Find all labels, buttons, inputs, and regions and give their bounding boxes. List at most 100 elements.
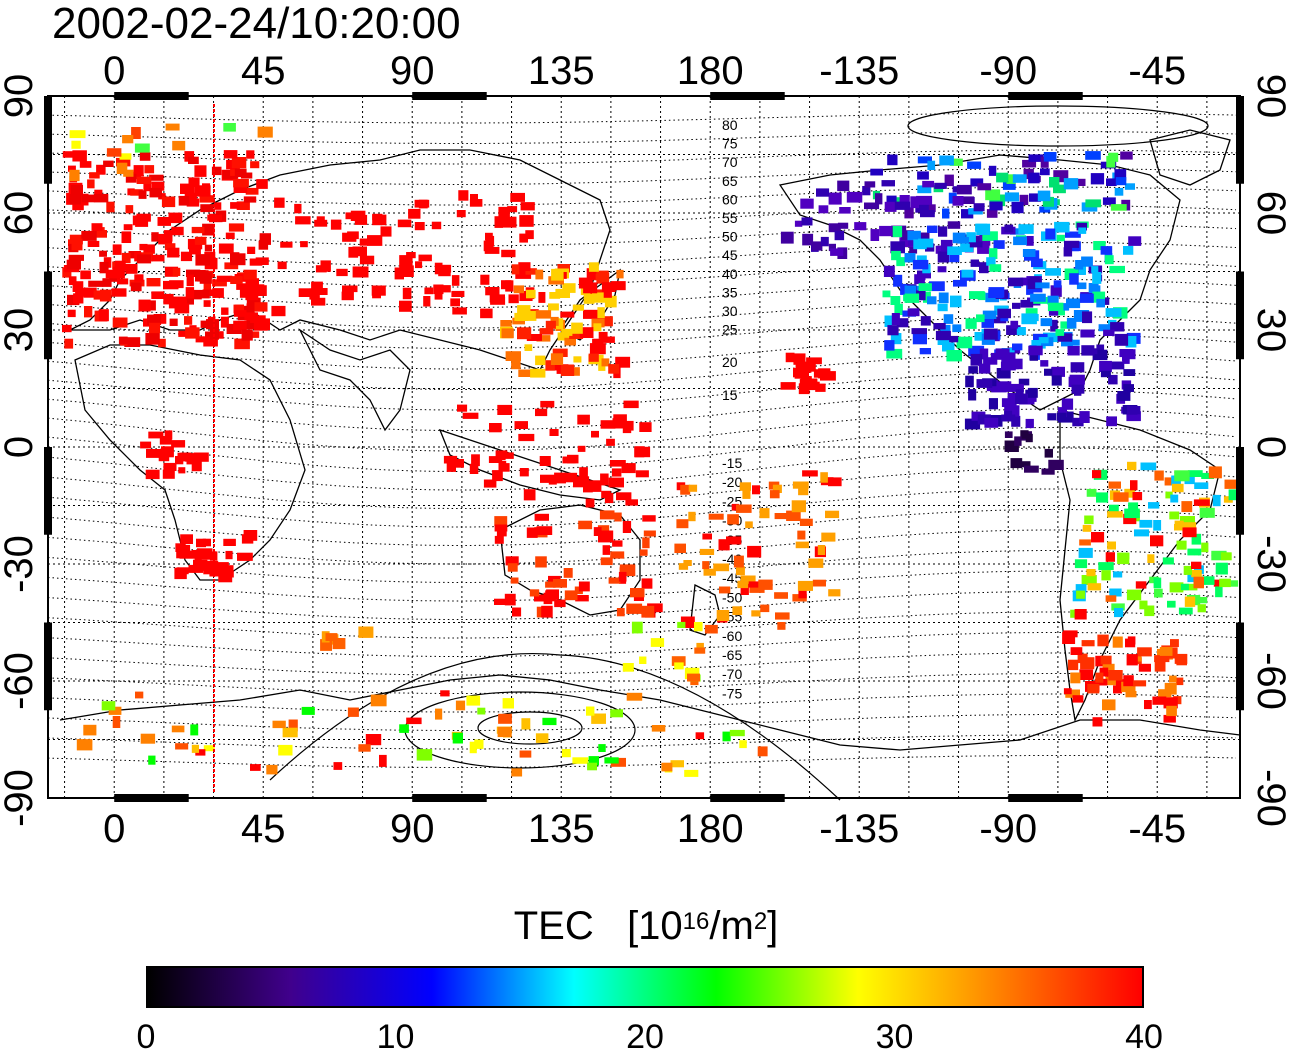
tec-block xyxy=(1162,557,1174,565)
tec-block xyxy=(266,764,278,775)
tec-block xyxy=(739,482,751,491)
tec-block xyxy=(151,291,165,299)
tec-block xyxy=(1075,260,1084,270)
tec-block xyxy=(1153,520,1162,531)
tec-block xyxy=(986,209,998,218)
tec-block xyxy=(1178,607,1193,615)
tec-block xyxy=(1038,337,1049,344)
tec-block xyxy=(1004,360,1019,370)
tec-block xyxy=(561,328,573,336)
tec-block xyxy=(1132,492,1143,501)
tec-block xyxy=(575,595,589,602)
tec-block xyxy=(151,232,159,242)
tec-block xyxy=(953,279,967,287)
tec-block xyxy=(745,521,753,529)
tec-block xyxy=(600,336,615,343)
tec-block xyxy=(519,750,532,758)
tec-block xyxy=(1170,494,1179,503)
tec-block xyxy=(578,581,590,592)
tec-block xyxy=(727,514,739,525)
tec-block xyxy=(1051,375,1062,386)
tec-block xyxy=(597,316,613,327)
tec-block xyxy=(864,181,876,188)
lon-label-bottom: -45 xyxy=(1128,807,1186,851)
tec-block xyxy=(942,342,955,352)
frame-segment xyxy=(1236,622,1244,711)
tec-block xyxy=(990,352,1005,360)
tec-block xyxy=(625,499,638,506)
lat-label-left: -30 xyxy=(0,535,41,593)
tec-block xyxy=(736,504,752,513)
tec-block xyxy=(587,762,597,771)
lon-label-bottom: 0 xyxy=(103,807,125,851)
tec-block xyxy=(414,222,425,231)
tec-block xyxy=(939,155,954,166)
tec-block xyxy=(740,583,749,595)
tec-block xyxy=(967,161,982,169)
tec-block xyxy=(358,626,374,638)
tec-block xyxy=(862,186,871,196)
tec-block xyxy=(1063,247,1073,257)
tec-block xyxy=(1028,154,1044,162)
tec-block xyxy=(223,538,236,546)
tec-block xyxy=(1194,565,1204,574)
tec-block xyxy=(220,316,229,328)
tec-block xyxy=(1031,258,1043,268)
tec-block xyxy=(651,725,666,732)
tec-block xyxy=(257,126,273,138)
tec-block xyxy=(197,548,213,560)
tec-block xyxy=(416,749,433,761)
tec-block xyxy=(772,484,782,493)
tec-block xyxy=(220,565,234,572)
tec-block xyxy=(519,233,528,243)
tec-block xyxy=(68,165,76,172)
tec-block xyxy=(147,314,162,325)
magnetic-contour xyxy=(47,334,1237,370)
tec-block xyxy=(983,357,998,365)
tec-block xyxy=(188,156,199,164)
tec-block xyxy=(839,207,851,214)
tec-block xyxy=(508,294,519,304)
tec-block xyxy=(402,287,412,300)
tec-block xyxy=(793,367,805,378)
tec-block xyxy=(922,180,935,188)
tec-block xyxy=(1105,308,1122,317)
tec-block xyxy=(87,179,95,189)
tec-block xyxy=(520,202,535,211)
tec-block xyxy=(134,143,150,153)
tec-block xyxy=(1109,588,1122,597)
tec-block xyxy=(418,254,432,262)
tec-block xyxy=(968,366,978,374)
tec-block xyxy=(67,309,76,318)
tec-block xyxy=(72,281,84,292)
tec-block xyxy=(601,490,611,499)
tec-block xyxy=(602,545,610,555)
tec-block xyxy=(834,230,845,241)
tec-block xyxy=(917,156,932,164)
tec-block xyxy=(1053,280,1062,288)
tec-block xyxy=(87,240,100,247)
tec-block xyxy=(1087,583,1102,591)
tec-block xyxy=(572,757,589,764)
tec-block xyxy=(341,291,354,301)
tec-block xyxy=(518,433,535,442)
magnetic-latitude-label: 80 xyxy=(722,117,738,133)
tec-block xyxy=(149,174,164,181)
tec-block xyxy=(1134,529,1150,537)
tec-block xyxy=(896,318,909,328)
tec-block xyxy=(910,196,919,209)
tec-block xyxy=(940,324,951,336)
tec-block xyxy=(203,562,215,575)
tec-block xyxy=(203,336,218,347)
tec-block xyxy=(811,241,823,251)
tec-block xyxy=(968,345,985,357)
tec-block xyxy=(525,230,534,240)
tec-block xyxy=(976,223,991,235)
tec-block xyxy=(1040,360,1049,367)
tec-block xyxy=(1050,319,1058,332)
tec-block xyxy=(116,162,128,174)
tec-block xyxy=(608,364,620,374)
map-title: 2002-02-24/10:20:00 xyxy=(52,0,461,48)
tec-block xyxy=(650,638,665,647)
tec-block xyxy=(695,732,705,740)
